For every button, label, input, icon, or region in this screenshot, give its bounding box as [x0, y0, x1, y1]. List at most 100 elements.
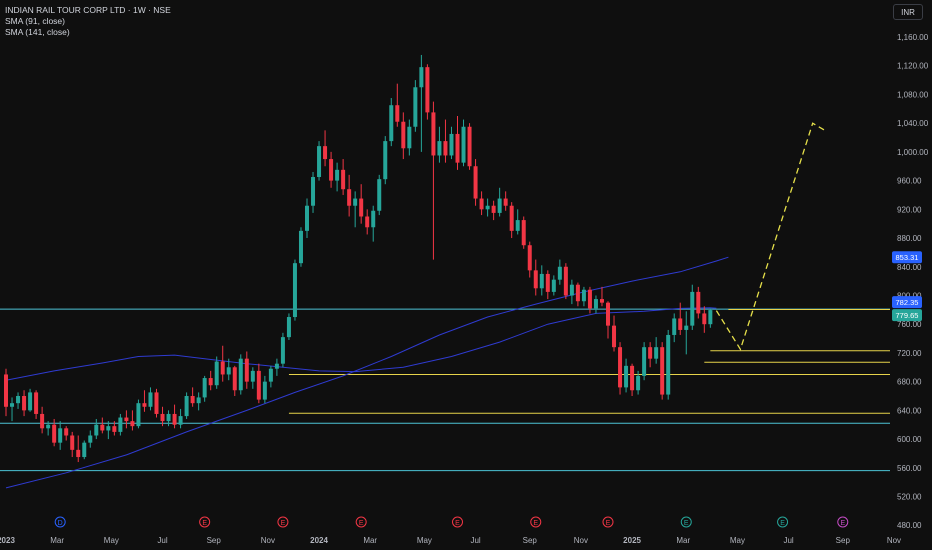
candle-body	[4, 374, 8, 407]
candle	[618, 342, 623, 395]
candle-body	[599, 299, 604, 303]
event-marker-letter: D	[58, 520, 63, 527]
candle-body	[642, 347, 647, 376]
currency-button[interactable]: INR	[893, 4, 923, 20]
x-axis[interactable]: 2023 Mar May Jul Sep Nov 2024 Mar May Jul Sep Nov 20…	[0, 536, 901, 545]
candle-body	[28, 392, 33, 411]
candle-body	[280, 337, 285, 364]
candle	[599, 286, 604, 307]
candle-body	[660, 347, 665, 395]
candle	[40, 406, 45, 434]
candle	[359, 184, 364, 224]
event-marker[interactable]: E	[530, 516, 542, 528]
event-marker[interactable]: E	[355, 516, 367, 528]
event-marker-letter: E	[840, 520, 845, 527]
candle-body	[630, 365, 635, 391]
candle-body	[106, 426, 111, 431]
event-marker[interactable]: E	[837, 516, 849, 528]
candle-body	[672, 318, 677, 335]
candle-body	[708, 310, 713, 325]
y-tick-label: 960.00	[897, 177, 922, 186]
candle	[593, 295, 598, 314]
event-marker-letter: E	[359, 520, 364, 527]
y-tick-label: 1,040.00	[897, 119, 929, 128]
candle	[431, 101, 436, 260]
candle-body	[40, 413, 45, 429]
candle	[503, 191, 508, 211]
event-marker-circle	[355, 516, 367, 528]
event-marker-circle	[277, 516, 289, 528]
y-tick-label: 480.00	[897, 521, 922, 530]
candle-body	[563, 266, 568, 296]
x-tick-label: 2024	[310, 536, 328, 545]
candle	[214, 356, 219, 389]
candle-body	[214, 361, 219, 386]
candle-body	[100, 424, 105, 431]
candle	[232, 365, 237, 396]
candle-body	[172, 413, 177, 425]
candle-body	[575, 284, 580, 302]
candle	[636, 370, 641, 395]
indicator-sma-long-label[interactable]: SMA (141, close)	[5, 27, 70, 37]
candle	[491, 200, 496, 221]
candle-body	[112, 426, 117, 432]
y-tick-label: 920.00	[897, 205, 922, 214]
candle-body	[124, 417, 129, 422]
candle-body	[419, 67, 424, 88]
y-tick-label: 1,160.00	[897, 33, 929, 42]
candle-body	[202, 378, 207, 398]
candle-body	[232, 367, 237, 391]
candle	[648, 342, 653, 368]
event-marker[interactable]: E	[680, 516, 692, 528]
candle-body	[509, 205, 514, 231]
price-label-box	[892, 251, 922, 264]
candle-body	[666, 334, 671, 395]
x-tick-label: May	[104, 536, 119, 545]
x-tick-label: May	[417, 536, 432, 545]
indicator-sma-short-label[interactable]: SMA (91, close)	[5, 16, 65, 26]
y-tick-label: 1,000.00	[897, 148, 929, 157]
candle	[624, 358, 629, 393]
candle	[100, 417, 105, 434]
candle	[702, 306, 707, 333]
candle-body	[88, 435, 93, 443]
candle-body	[527, 245, 532, 271]
candle-body	[22, 396, 27, 411]
candle-body	[443, 141, 448, 156]
candle	[630, 363, 635, 396]
event-marker[interactable]: E	[777, 516, 789, 528]
candle	[575, 282, 580, 307]
event-marker[interactable]: E	[199, 516, 211, 528]
y-tick-label: 680.00	[897, 378, 922, 387]
event-marker[interactable]: E	[452, 516, 463, 528]
candle-body	[16, 396, 21, 404]
candle	[94, 418, 99, 440]
price-label-text: 853.31	[896, 253, 919, 262]
price-labels: 853.31 782.35 779.65	[892, 251, 922, 322]
candle-body	[52, 424, 57, 443]
candle-body	[298, 230, 303, 264]
candle	[443, 119, 448, 163]
price-label: 853.31	[892, 251, 922, 264]
y-tick-label: 560.00	[897, 464, 922, 473]
x-tick-label: Nov	[261, 536, 275, 545]
candle	[202, 375, 207, 402]
candle-body	[166, 413, 171, 422]
candle	[286, 313, 291, 340]
candle-body	[654, 347, 659, 359]
candle	[606, 301, 610, 339]
event-marker[interactable]: E	[277, 516, 289, 528]
symbol-title[interactable]: INDIAN RAIL TOUR CORP LTD · 1W · NSE	[5, 5, 171, 15]
candle-body	[160, 413, 165, 422]
candle	[82, 440, 87, 460]
y-axis[interactable]: 1,160.00 1,120.00 1,080.00 1,040.00 1,000.00…	[897, 33, 929, 530]
candle-body	[497, 198, 502, 213]
event-marker[interactable]: D	[54, 516, 66, 528]
projection-dashed-path	[715, 122, 826, 351]
candle	[587, 286, 592, 314]
event-marker[interactable]: E	[602, 516, 614, 528]
candle-body	[425, 67, 430, 113]
candle-body	[413, 87, 418, 127]
candle	[654, 337, 659, 364]
